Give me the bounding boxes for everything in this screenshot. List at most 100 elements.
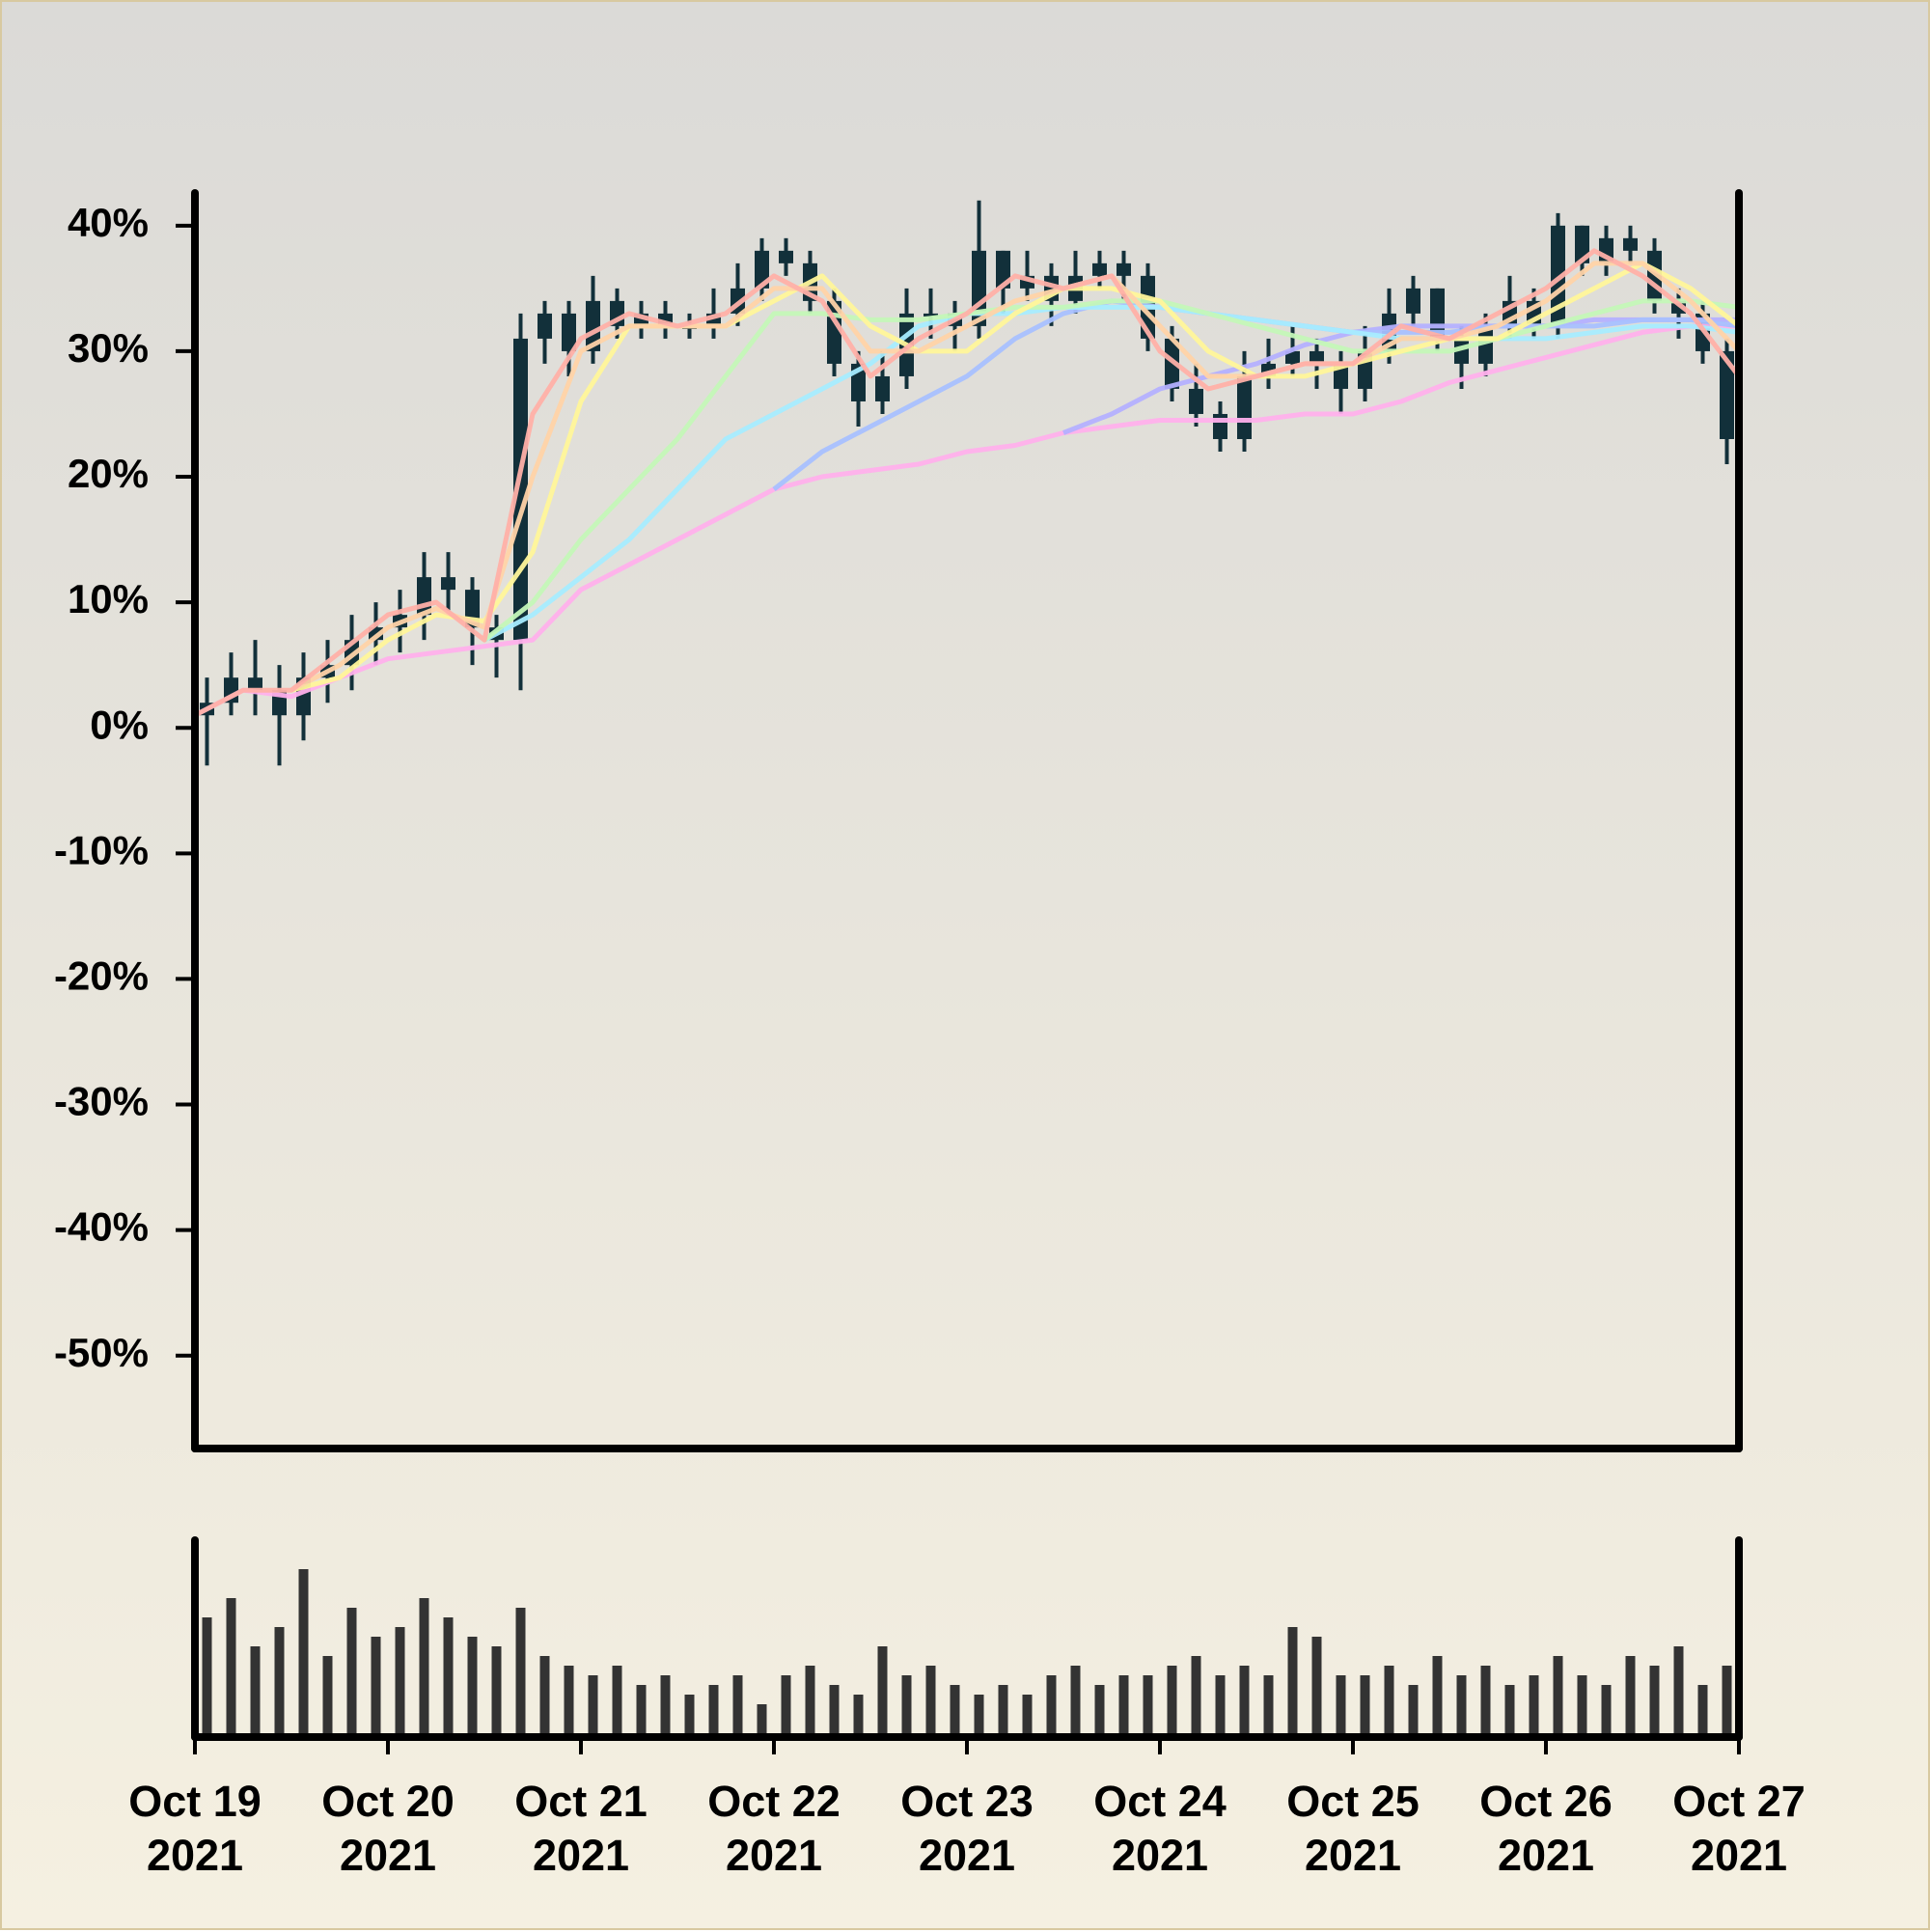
volume-bar <box>226 1598 236 1733</box>
volume-bar <box>419 1598 429 1733</box>
volume-bar <box>467 1637 478 1733</box>
candle-body <box>1551 225 1565 326</box>
volume-bar <box>250 1646 261 1733</box>
candle-body <box>1117 262 1131 276</box>
y-tick-label: -20% <box>54 953 149 999</box>
x-tick-label: Oct 25 2021 <box>1286 1777 1420 1880</box>
volume-bar <box>1553 1656 1563 1733</box>
volume-bar <box>612 1666 622 1733</box>
volume-bar <box>515 1608 526 1733</box>
candle-body <box>996 250 1010 289</box>
candle-body <box>1575 225 1589 263</box>
volume-bar <box>781 1675 791 1733</box>
y-tick-label: -30% <box>54 1079 149 1124</box>
moving-average-line <box>482 298 1740 643</box>
volume-bar <box>346 1608 357 1733</box>
x-tick-label: Oct 24 2021 <box>1093 1777 1227 1880</box>
volume-bar <box>443 1617 454 1733</box>
candle-body <box>1165 338 1179 389</box>
x-tick-label: Oct 27 2021 <box>1672 1777 1806 1880</box>
candle-body <box>248 677 262 691</box>
moving-average-line <box>193 248 1741 718</box>
volume-bar <box>1673 1646 1684 1733</box>
moving-average-line <box>193 323 1739 718</box>
volume-bar <box>1287 1627 1298 1733</box>
candle-body <box>924 313 938 317</box>
volume-bar <box>1336 1675 1346 1733</box>
volume-bar <box>925 1666 936 1733</box>
moving-average-line <box>290 261 1741 693</box>
volume-bar <box>757 1704 767 1733</box>
volume-bar <box>1022 1695 1033 1733</box>
volume-bar <box>564 1666 574 1733</box>
y-tick-label: 30% <box>68 325 149 371</box>
volume-bar <box>1432 1656 1443 1733</box>
y-tick-label: -40% <box>54 1204 149 1250</box>
y-tick-label: 20% <box>68 451 149 496</box>
volume-bar <box>829 1685 840 1733</box>
candle-body <box>562 313 576 351</box>
x-tick-label: Oct 21 2021 <box>514 1777 648 1880</box>
moving-average-line <box>772 298 1740 491</box>
volume-bar <box>1360 1675 1370 1733</box>
candle-body <box>538 313 552 339</box>
volume-bar <box>1239 1666 1250 1733</box>
x-tick-label: Oct 19 2021 <box>128 1777 262 1880</box>
candle-body <box>1213 413 1227 439</box>
volume-bar <box>877 1646 888 1733</box>
volume-bar <box>1118 1675 1129 1733</box>
volume-bar <box>1697 1685 1708 1733</box>
volume-bar <box>1722 1666 1732 1733</box>
y-tick-label: 40% <box>68 200 149 245</box>
candle-body <box>755 250 769 289</box>
volume-bar <box>805 1666 815 1733</box>
x-tick-label: Oct 20 2021 <box>321 1777 455 1880</box>
volume-bar <box>708 1685 719 1733</box>
candle-body <box>1406 288 1420 314</box>
candle-body <box>1720 350 1734 439</box>
volume-bar <box>1408 1685 1419 1733</box>
volume-bar <box>950 1685 960 1733</box>
y-tick-label: -10% <box>54 827 149 872</box>
volume-bar <box>974 1695 984 1733</box>
volume-bar <box>1384 1666 1394 1733</box>
volume-bar <box>1094 1685 1105 1733</box>
candle-body <box>586 300 600 351</box>
volume-bar <box>588 1675 598 1733</box>
moving-average-line <box>290 261 1741 693</box>
y-tick-label: 10% <box>68 576 149 621</box>
volume-bar <box>732 1675 743 1733</box>
x-tick-label: Oct 22 2021 <box>707 1777 841 1880</box>
candle-body <box>875 375 890 401</box>
volume-bar <box>1601 1685 1612 1733</box>
volume-bar <box>1529 1675 1539 1733</box>
candle-body <box>1310 350 1324 364</box>
volume-bar <box>395 1627 405 1733</box>
volume-bar <box>1215 1675 1226 1733</box>
volume-bar <box>274 1627 285 1733</box>
candle-body <box>441 577 455 591</box>
volume-bar <box>636 1685 647 1733</box>
volume-bar <box>1167 1666 1177 1733</box>
volume-bar <box>371 1637 381 1733</box>
volume-bar <box>853 1695 864 1733</box>
volume-bar <box>1504 1685 1515 1733</box>
volume-bar <box>1263 1675 1274 1733</box>
candle-body <box>779 250 793 263</box>
candle-body <box>1189 388 1203 414</box>
volume-bar <box>660 1675 671 1733</box>
volume-bar <box>1480 1666 1491 1733</box>
y-tick-label: 0% <box>90 702 149 747</box>
candle-body <box>1092 262 1107 276</box>
x-tick-label: Oct 26 2021 <box>1479 1777 1613 1880</box>
volume-bar <box>1191 1656 1201 1733</box>
volume-bar <box>1625 1656 1636 1733</box>
moving-average-line <box>482 304 1740 643</box>
volume-bar <box>491 1646 502 1733</box>
volume-bar <box>998 1685 1008 1733</box>
volume-bar <box>901 1675 912 1733</box>
y-tick-label: -50% <box>54 1330 149 1375</box>
candle-body <box>1623 237 1638 251</box>
volume-bar <box>1143 1675 1153 1733</box>
